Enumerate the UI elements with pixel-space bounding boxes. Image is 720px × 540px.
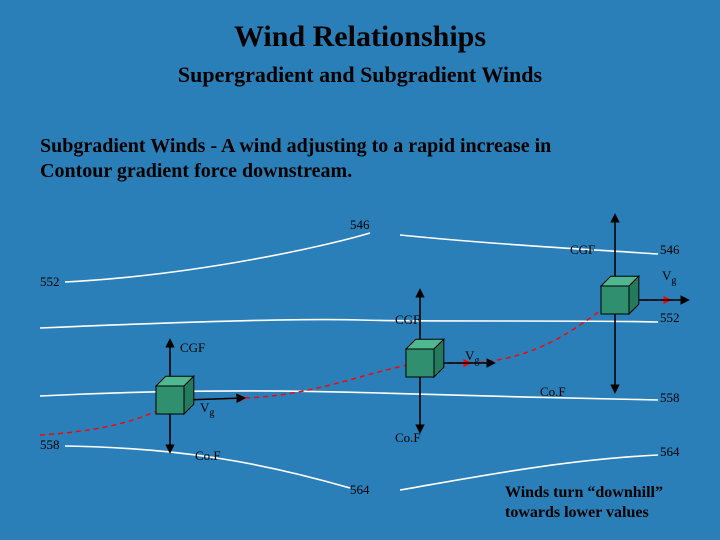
body-line-2: Contour gradient force downstream. — [40, 160, 352, 183]
force-label: Co.F — [540, 384, 566, 400]
force-label: Co.F — [395, 430, 421, 446]
slide-root: Wind Relationships Supergradient and Sub… — [0, 0, 720, 540]
force-label: Co.F — [195, 448, 221, 464]
slide-subtitle: Supergradient and Subgradient Winds — [0, 62, 720, 88]
force-label: Vg — [465, 348, 479, 367]
contour-label: 546 — [660, 242, 680, 258]
force-label: CGF — [570, 242, 595, 258]
body-line-1: Subgradient Winds - A wind adjusting to … — [40, 135, 551, 158]
slide-title: Wind Relationships — [0, 20, 720, 54]
caption-line-2: towards lower values — [505, 504, 649, 522]
contour-label: 558 — [40, 437, 60, 453]
contour-label: 552 — [40, 274, 60, 290]
force-label: Vg — [662, 268, 676, 287]
contour-label: 558 — [660, 390, 680, 406]
contour-label: 546 — [350, 217, 370, 233]
contour-label: 564 — [350, 482, 370, 498]
caption-line-1: Winds turn “downhill” — [505, 484, 663, 502]
force-label: CGF — [395, 312, 420, 328]
force-label: Vg — [200, 400, 214, 419]
contour-label: 564 — [660, 444, 680, 460]
contour-label: 552 — [660, 310, 680, 326]
force-label: CGF — [180, 340, 205, 356]
